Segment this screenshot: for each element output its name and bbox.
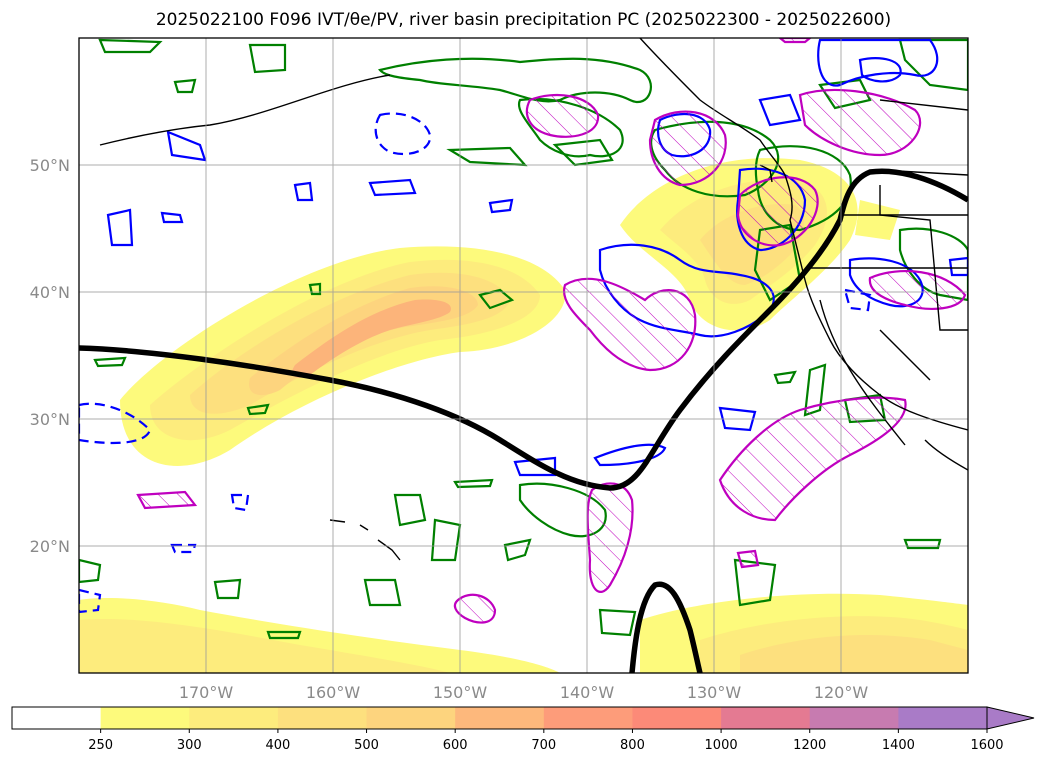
colorbar-frame (11, 706, 988, 730)
lat-label-40n: 40°N (30, 283, 70, 302)
colorbar-swatch (366, 707, 456, 729)
colorbar-tick-label: 600 (443, 738, 468, 753)
lon-label-150w: 150°W (433, 683, 488, 702)
theta-e-contours (79, 168, 968, 673)
map-frame (78, 37, 969, 674)
colorbar-swatch (721, 707, 811, 729)
pv-contours-dashed (79, 112, 872, 614)
lon-label-160w: 160°W (306, 683, 361, 702)
colorbar-swatch (12, 707, 102, 729)
colorbar-tick-label: 400 (265, 738, 290, 753)
colorbar-swatch (898, 707, 988, 729)
colorbar-tick-label: 500 (354, 738, 379, 753)
precip-pc-areas (136, 38, 967, 624)
map-title: 2025022100 F096 IVT/θe/PV, river basin p… (155, 10, 892, 30)
colorbar-tick-label: 300 (177, 738, 202, 753)
colorbar-tick-label: 1600 (970, 738, 1003, 753)
ivt-plume-southern (79, 593, 968, 673)
colorbar-swatch (189, 707, 279, 729)
lat-label-30n: 30°N (30, 410, 70, 429)
coastlines (99, 38, 968, 561)
colorbar-tick-label: 700 (531, 738, 556, 753)
colorbar-tick-label: 1000 (705, 738, 738, 753)
colorbar-swatch (455, 707, 545, 729)
lon-label-120w: 120°W (814, 683, 869, 702)
lon-label-140w: 140°W (560, 683, 615, 702)
ivt-plume-central (120, 246, 566, 466)
colorbar-tick-label: 1400 (882, 738, 915, 753)
colorbar-tick-label: 250 (88, 738, 113, 753)
lat-label-20n: 20°N (30, 537, 70, 556)
colorbar-tick-label: 800 (620, 738, 645, 753)
lon-label-170w: 170°W (179, 683, 234, 702)
lat-label-50n: 50°N (30, 156, 70, 175)
colorbar: 250 300 400 500 600 700 800 1000 1200 1400 1600 (11, 706, 1035, 753)
colorbar-swatch (809, 707, 899, 729)
graticule (79, 38, 968, 673)
lon-label-130w: 130°W (687, 683, 742, 702)
colorbar-swatch (277, 707, 368, 729)
colorbar-swatch (543, 707, 633, 729)
colorbar-tick-label: 1200 (793, 738, 826, 753)
colorbar-swatch (100, 707, 190, 729)
colorbar-swatch (632, 707, 722, 729)
colorbar-extend-arrow (986, 706, 1035, 730)
